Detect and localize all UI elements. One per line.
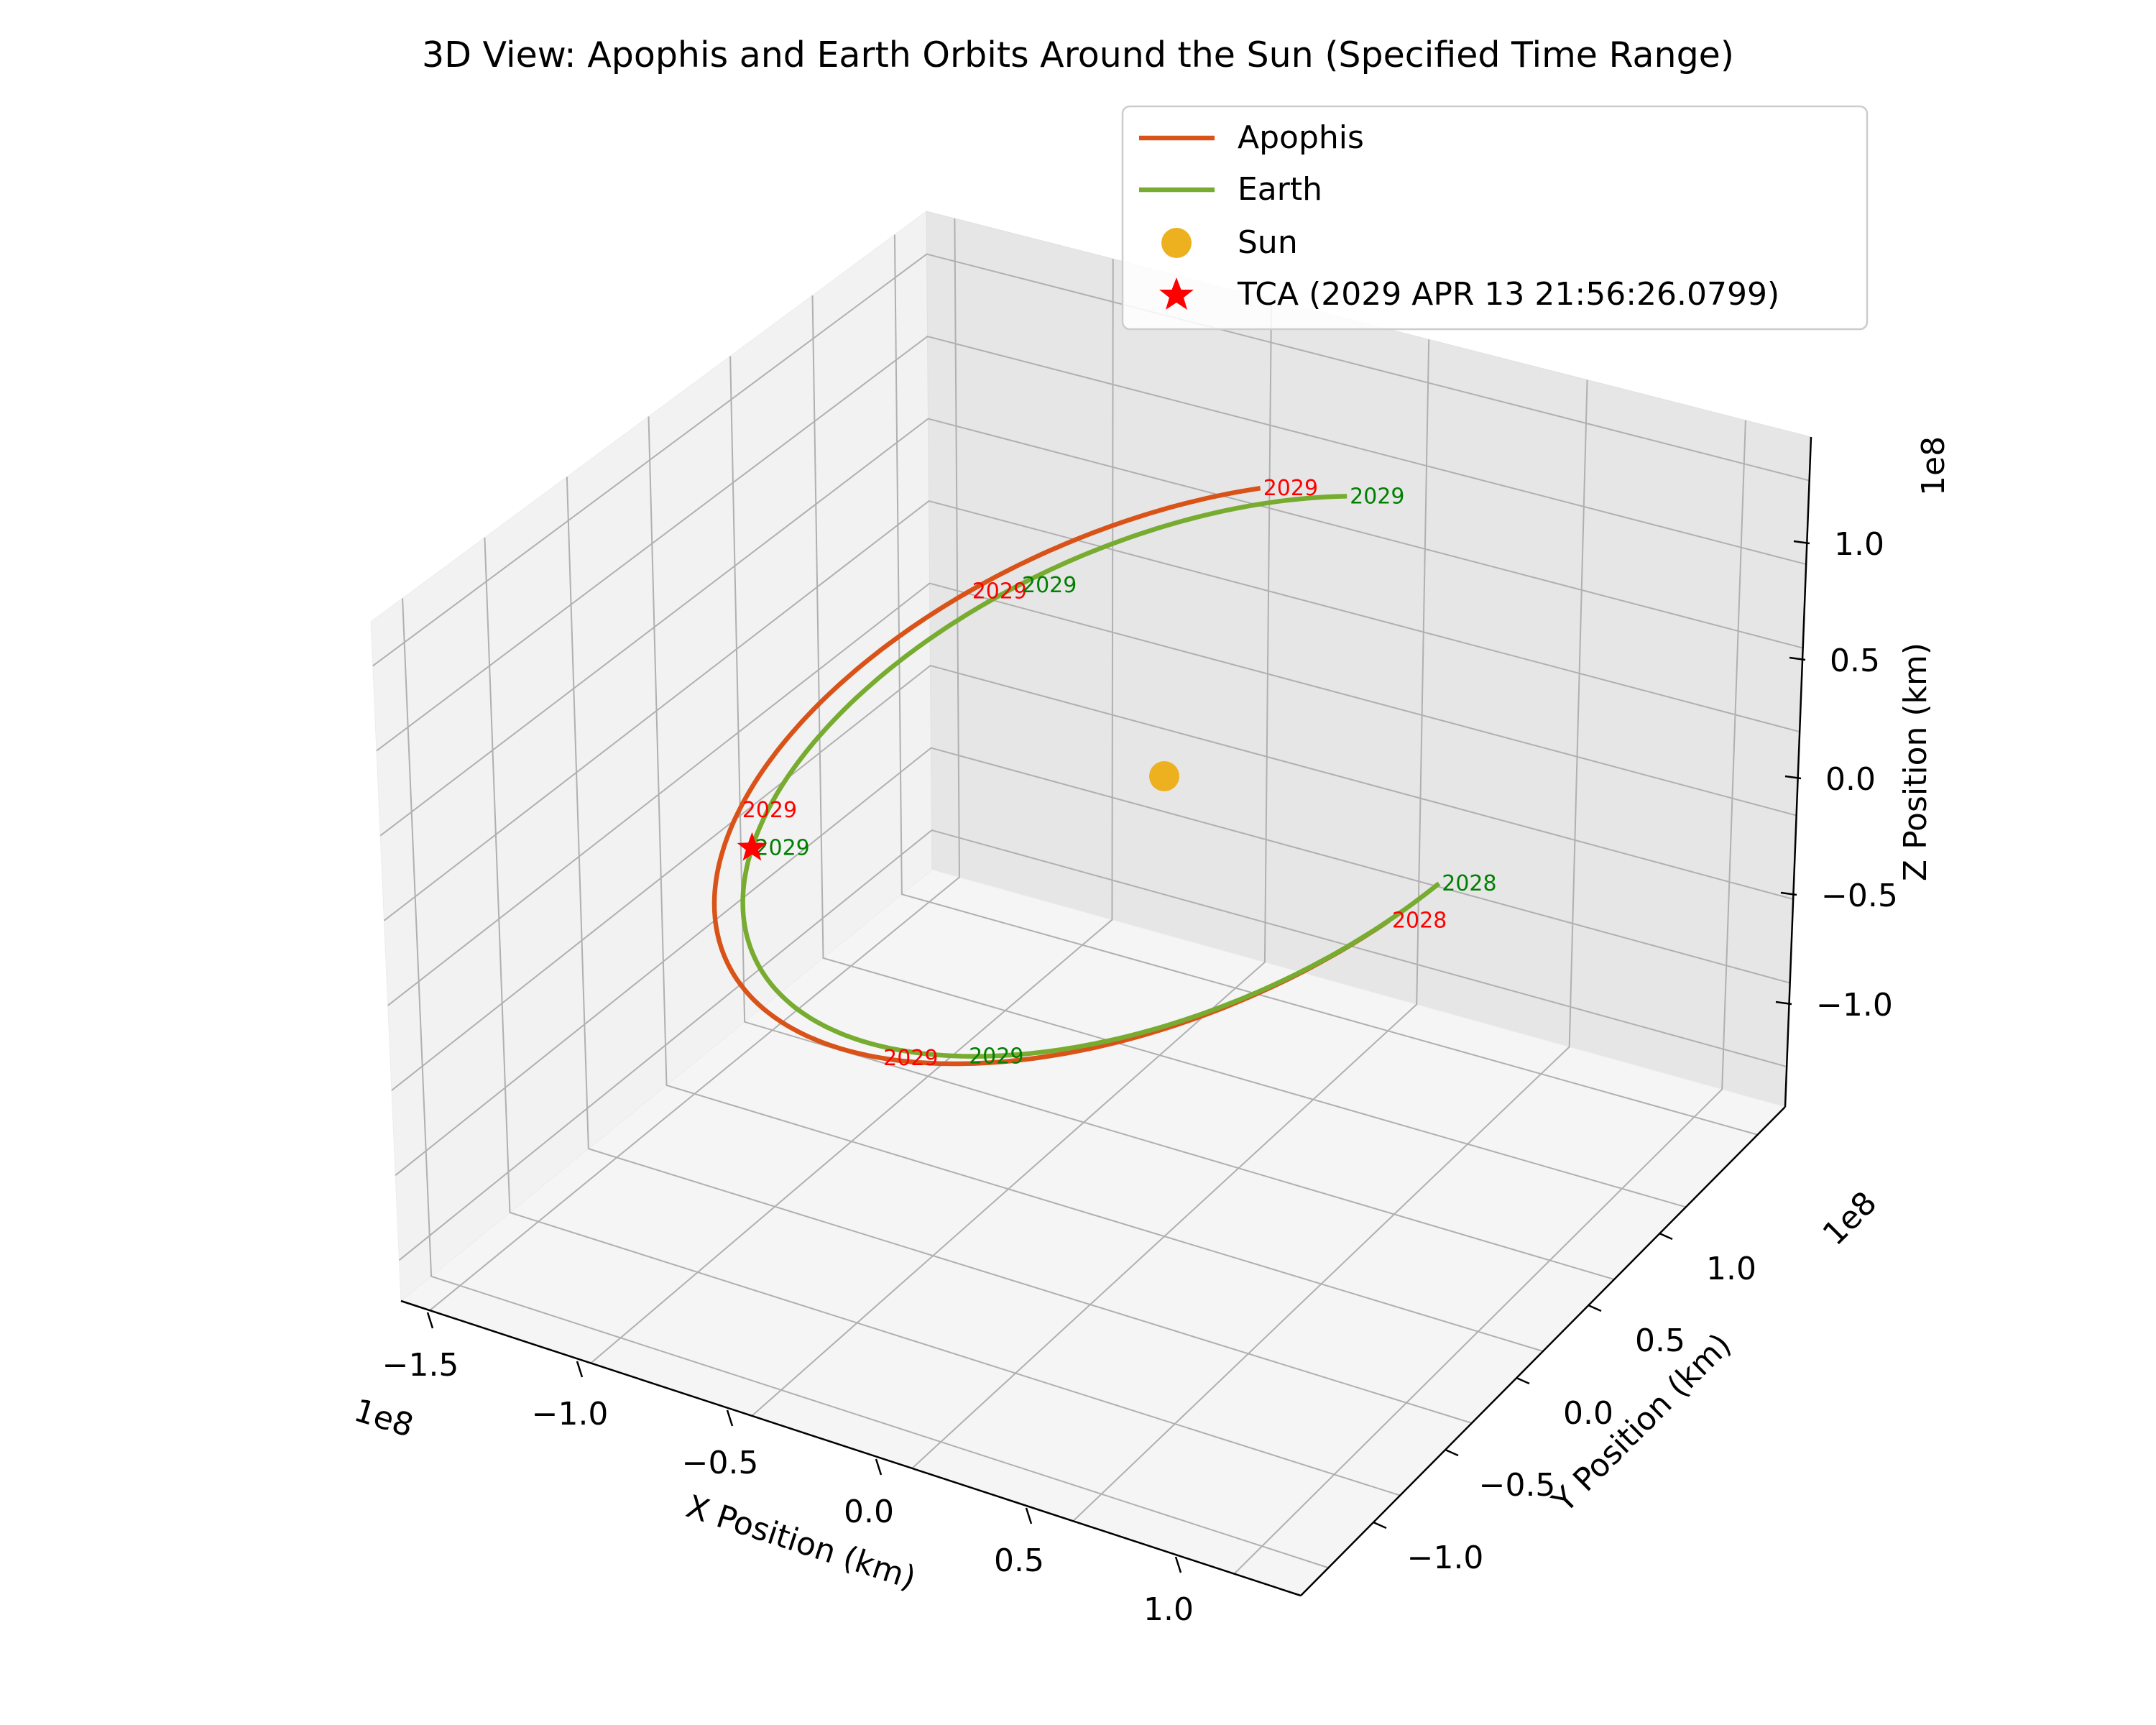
x-tick-mark (576, 1361, 584, 1378)
z-axis-ticks: −1.0 −0.5 0.0 0.5 1.0 (1775, 526, 1898, 1024)
y-offset-label: 1e8 (1816, 1184, 1884, 1253)
legend: Apophis Earth Sun TCA (2029 APR 13 21:56… (1121, 105, 1869, 331)
y-axis-ticks: −1.0 −0.50.0 0.5 1.0 (1373, 1232, 1756, 1576)
legend-swatch-tca (1159, 277, 1194, 310)
date-label-apophis: 2029 (972, 579, 1027, 604)
z-tick-label: −1.0 (1816, 987, 1893, 1024)
legend-label-earth: Earth (1238, 171, 1322, 208)
grid-line-y (484, 537, 1401, 1496)
z-tick-label: −0.5 (1821, 878, 1898, 914)
x-tick-mark (426, 1312, 434, 1329)
grid-line-z (383, 500, 1800, 921)
x-tick-label: −1.5 (382, 1347, 459, 1384)
grid-line-z (376, 335, 1807, 752)
x-offset-label: 1e8 (350, 1392, 418, 1445)
y-tick-mark (1588, 1304, 1602, 1312)
grid-line-y (729, 356, 1615, 1280)
grid-line-x (590, 259, 1114, 1364)
grid-line-y (566, 477, 1473, 1424)
grid-line-z (387, 582, 1797, 1006)
date-label-apophis: 2028 (1392, 908, 1447, 934)
z-tick-mark (1775, 1000, 1792, 1006)
x-tick-label: −0.5 (682, 1445, 759, 1481)
z-tick-mark (1793, 540, 1810, 545)
date-label-apophis: 2029 (742, 798, 797, 823)
z-axis-line (1784, 436, 1812, 1108)
x-tick-mark (726, 1409, 734, 1427)
y-tick-mark (1445, 1448, 1459, 1457)
grid-line-x (1072, 380, 1588, 1522)
z-tick-mark (1789, 656, 1806, 661)
date-label-earth: 2029 (969, 1044, 1023, 1070)
grid-line-y (648, 416, 1544, 1352)
y-axis-line (1300, 1106, 1786, 1596)
date-label-earth: 2029 (1350, 484, 1404, 509)
grid-line-x (1233, 420, 1746, 1575)
date-label-earth: 2029 (755, 836, 809, 861)
z-tick-mark (1784, 775, 1802, 780)
grid-line-y (402, 598, 1329, 1569)
axis-panes (370, 211, 1812, 1596)
grid-line-y (811, 295, 1687, 1208)
z-offset-label: 1e8 (1915, 436, 1952, 496)
z-axis-label: Z Position (km) (1897, 643, 1934, 881)
x-tick-mark (875, 1458, 883, 1476)
y-tick-label: 1.0 (1706, 1251, 1756, 1287)
grid-line-y (893, 234, 1758, 1136)
legend-swatch-sun (1161, 228, 1192, 258)
date-label-earth: 2029 (1022, 573, 1077, 598)
legend-label-tca: TCA (2029 APR 13 21:56:26.0799) (1237, 276, 1779, 313)
date-label-apophis: 2029 (1263, 476, 1318, 501)
x-axis-ticks: −1.5 −1.0 −0.5 0.0 0.5 1.0 (382, 1312, 1194, 1628)
x-tick-label: 0.5 (994, 1542, 1044, 1579)
grid-line-x (751, 299, 1273, 1417)
z-tick-mark (1780, 891, 1797, 896)
z-tick-label: 1.0 (1834, 526, 1884, 563)
legend-label-apophis: Apophis (1238, 119, 1364, 156)
y-tick-mark (1659, 1232, 1673, 1241)
date-label-earth: 2028 (1442, 871, 1496, 896)
x-tick-mark (1174, 1556, 1182, 1573)
grid-line-z (398, 829, 1787, 1261)
y-tick-mark (1516, 1376, 1530, 1385)
z-tick-label: 0.0 (1825, 761, 1876, 798)
chart-title: 3D View: Apophis and Earth Orbits Around… (422, 34, 1734, 75)
y-tick-label: −1.0 (1407, 1540, 1484, 1576)
y-tick-label: 0.5 (1635, 1322, 1685, 1359)
x-tick-label: 1.0 (1143, 1591, 1194, 1628)
x-axis-line (400, 1300, 1302, 1597)
grid-line-x (429, 218, 960, 1311)
x-tick-label: −1.0 (532, 1396, 609, 1432)
grid-line-z (372, 253, 1810, 667)
grid-line-x (911, 339, 1430, 1469)
grid-lines (372, 218, 1810, 1575)
y-tick-label: −0.5 (1479, 1467, 1556, 1504)
grid-line-z (395, 747, 1790, 1176)
sun-marker (1149, 761, 1179, 791)
tca-marker (737, 832, 768, 861)
y-tick-label: 0.0 (1563, 1395, 1613, 1432)
axis-lines (400, 436, 1812, 1597)
orbit-line-apophis (711, 485, 1391, 1067)
x-tick-mark (1025, 1507, 1033, 1524)
y-tick-mark (1373, 1521, 1387, 1530)
legend-label-sun: Sun (1238, 224, 1298, 261)
x-tick-label: 0.0 (844, 1494, 894, 1530)
legend-frame (1121, 105, 1869, 331)
grid-line-z (391, 664, 1794, 1091)
z-tick-label: 0.5 (1830, 643, 1880, 679)
date-label-apophis: 2029 (883, 1046, 938, 1071)
grid-line-z (379, 418, 1803, 837)
orbit-line-earth (740, 494, 1441, 1059)
